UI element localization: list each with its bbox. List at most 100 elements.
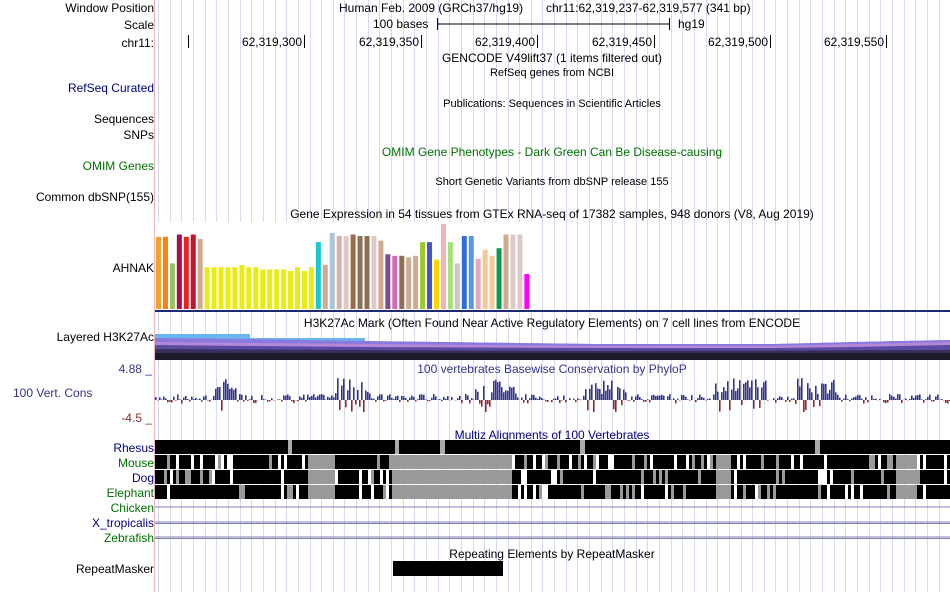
gtex-tissue-bar[interactable] [211,267,217,309]
gtex-tissue-bar[interactable] [482,249,488,309]
species-label-zebrafish[interactable]: Zebrafish [103,531,154,545]
species-label-chicken[interactable]: Chicken [110,501,154,515]
gtex-tissue-bar[interactable] [308,267,314,309]
gtex-tissue-bar[interactable] [239,264,245,309]
dbsnp-track-label[interactable]: Common dbSNP(155) [35,190,154,204]
refseq-track-title[interactable]: RefSeq genes from NCBI [489,67,615,79]
multiz-cell [818,485,821,499]
gtex-tissue-bar[interactable] [364,236,370,309]
pubs-track-title[interactable]: Publications: Sequences in Scientific Ar… [443,98,661,110]
multiz-cell [881,485,884,499]
gtex-tissue-bar[interactable] [468,236,474,309]
multiz-cell [389,455,392,469]
gtex-tissue-bar[interactable] [399,255,405,309]
dbsnp-track-title[interactable]: Short Genetic Variants from dbSNP releas… [435,176,669,188]
gtex-tissue-bar[interactable] [427,242,433,309]
gtex-tissue-bar[interactable] [156,236,161,309]
gtex-tissue-bar[interactable] [329,233,335,309]
gtex-tissue-bar[interactable] [295,267,300,309]
gtex-tissue-bar[interactable] [447,242,453,309]
species-label-mouse[interactable]: Mouse [117,456,154,470]
gtex-gene-label[interactable]: AHNAK [112,261,154,275]
gtex-tissue-bar[interactable] [454,263,460,309]
gtex-tissue-bar[interactable] [281,269,287,309]
multiz-cell [812,485,815,499]
gtex-tissue-bar[interactable] [176,234,182,309]
gtex-tissue-bar[interactable] [371,236,377,309]
sequences-label[interactable]: Sequences [93,112,154,126]
cons-bar [401,395,403,400]
gtex-tissue-bar[interactable] [475,258,481,309]
gtex-tissue-bar[interactable] [246,267,252,309]
cons-bar [785,400,787,402]
snps-label[interactable]: SNPs [123,128,154,142]
species-label-xtropicalis[interactable]: X_tropicalis [91,516,154,530]
gtex-tissue-bar[interactable] [260,269,266,309]
gtex-tissue-bar[interactable] [392,255,398,309]
gtex-tissue-bar[interactable] [420,242,426,309]
species-label-rhesus[interactable]: Rhesus [113,441,154,455]
gtex-tissue-bar[interactable] [232,267,238,309]
gtex-tissue-bar[interactable] [253,267,259,309]
gtex-tissue-bar[interactable] [322,264,328,309]
multiz-cell [929,455,932,469]
gtex-tissue-bar[interactable] [218,267,224,309]
gtex-tissue-bar[interactable] [413,255,419,309]
multiz-cell [296,470,299,484]
gtex-tissue-bar[interactable] [162,236,168,309]
multiz-row-rhesus[interactable] [155,440,950,454]
gtex-tissue-bar[interactable] [510,234,516,309]
gtex-tissue-bar[interactable] [440,223,446,309]
gtex-tissue-bar[interactable] [517,234,523,309]
gtex-tissue-bar[interactable] [503,234,509,309]
gtex-tissue-bar[interactable] [315,242,321,309]
gtex-tissue-bar[interactable] [524,274,530,309]
cons-bar [801,378,803,400]
gtex-tissue-bar[interactable] [225,267,231,309]
rmsk-track-label[interactable]: RepeatMasker [75,562,154,576]
gtex-tissue-bar[interactable] [385,254,391,309]
species-label-elephant[interactable]: Elephant [106,486,154,500]
gtex-tissue-bar[interactable] [461,236,467,309]
gtex-tissue-bar[interactable] [183,236,189,309]
gtex-tissue-bar[interactable] [267,269,273,309]
gtex-tissue-bar[interactable] [336,236,342,309]
species-label-dog[interactable]: Dog [131,471,154,485]
h3k27ac-track-label[interactable]: Layered H3K27Ac [56,330,154,344]
gtex-tissue-bar[interactable] [434,259,439,309]
rmsk-track-title[interactable]: Repeating Elements by RepeatMasker [449,547,655,561]
repeat-element-block[interactable] [393,561,503,576]
omim-track-label[interactable]: OMIM Genes [82,159,154,173]
cons-track-title[interactable]: 100 vertebrates Basewise Conservation by… [417,362,687,376]
gtex-tissue-bar[interactable] [343,236,349,309]
gtex-tissue-bar[interactable] [496,248,502,309]
gtex-tissue-bar[interactable] [301,271,307,309]
omim-track-title[interactable]: OMIM Gene Phenotypes - Dark Green Can Be… [381,145,723,159]
h3k27ac-layered-plot[interactable] [155,332,950,360]
multiz-cell [521,485,524,499]
gtex-tissue-bar[interactable] [406,257,412,309]
multiz-cell [626,455,629,469]
multiz-alignment-blocks[interactable] [155,440,950,544]
gtex-tissue-bar[interactable] [274,269,280,309]
gtex-tissue-bar[interactable] [197,239,203,309]
gtex-tissue-bar[interactable] [489,255,495,309]
gtex-tissue-bar[interactable] [378,240,384,309]
gtex-track-title[interactable]: Gene Expression in 54 tissues from GTEx … [290,207,814,221]
gtex-tissue-bar[interactable] [190,234,196,309]
multiz-track-title[interactable]: Multiz Alignments of 100 Vertebrates [454,428,650,442]
cons-track-label[interactable]: 100 Vert. Cons [13,386,93,400]
refseq-track-label[interactable]: RefSeq Curated [67,81,154,95]
conservation-wiggle[interactable] [155,372,950,428]
gtex-tissue-bar[interactable] [204,267,210,309]
gtex-tissue-bar[interactable] [169,263,175,309]
gtex-tissue-bar[interactable] [350,234,356,309]
h3k27ac-track-title[interactable]: H3K27Ac Mark (Often Found Near Active Re… [303,316,801,330]
gtex-tissue-bar[interactable] [288,271,294,309]
gtex-bar-chart[interactable] [155,222,950,312]
gtex-tissue-bar[interactable] [357,236,363,309]
gencode-track-title[interactable]: GENCODE V49lift37 (1 items filtered out) [441,51,663,65]
cons-bar [369,393,371,400]
multiz-cell [290,455,293,469]
